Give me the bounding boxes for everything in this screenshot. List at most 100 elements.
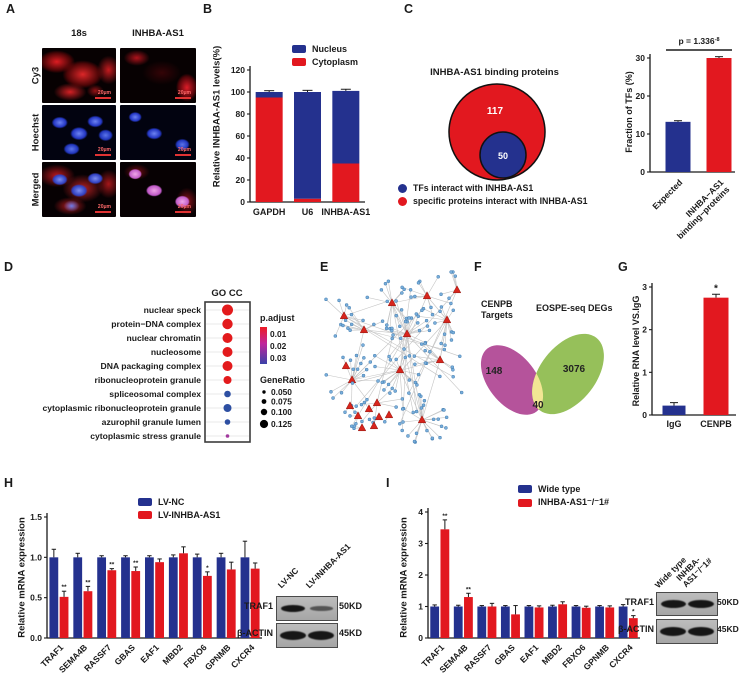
target-node	[412, 439, 417, 444]
chart-text: cytoplasmic ribonucleoprotein granule	[42, 403, 201, 413]
chart-text: 0	[642, 410, 647, 420]
legend-label: LV-INHBA-AS1	[158, 510, 221, 520]
target-node	[416, 281, 421, 285]
legend-item: Nucleus	[292, 44, 358, 54]
target-node	[343, 318, 348, 322]
blot-lane-label-line: LV-INHBA-AS1	[303, 541, 353, 591]
panel-label-a: A	[6, 2, 16, 16]
bar	[511, 614, 520, 638]
panel-label-h: H	[4, 476, 14, 490]
significance-marker: **	[109, 562, 115, 569]
target-node	[339, 391, 344, 395]
tf-hub-node	[364, 404, 374, 413]
network-edges	[325, 271, 462, 443]
tf-hub-node	[374, 412, 384, 421]
chart-text: 3	[418, 539, 423, 549]
edge	[406, 325, 428, 335]
scale-bar	[95, 211, 111, 213]
edge	[388, 281, 393, 304]
target-node	[451, 375, 455, 379]
target-node	[394, 299, 398, 303]
target-node	[341, 323, 345, 328]
target-node	[429, 305, 433, 310]
bar	[500, 606, 510, 638]
scale-bar	[175, 154, 191, 156]
left-set-line1: CENPB	[481, 299, 513, 309]
go-term-dot	[222, 347, 233, 357]
target-node	[361, 318, 365, 323]
edge	[421, 418, 439, 421]
blot-band	[308, 631, 334, 640]
target-node	[329, 390, 333, 394]
bar	[595, 606, 604, 638]
bar	[534, 607, 544, 638]
target-node	[408, 288, 413, 292]
edge	[351, 369, 401, 381]
significance-marker: **	[133, 560, 139, 567]
target-node	[388, 358, 393, 362]
edge	[376, 402, 397, 408]
target-node	[343, 410, 347, 414]
target-node	[423, 341, 427, 346]
edge	[406, 333, 462, 393]
target-node	[390, 329, 394, 333]
bar	[73, 557, 83, 638]
chart-text: GPNMB	[581, 642, 611, 672]
tf-hub-node	[372, 398, 382, 407]
target-node	[420, 342, 424, 346]
blot-lane-label: LV-INHBA-AS1	[303, 541, 353, 591]
target-node	[422, 399, 427, 403]
legend-swatch	[292, 58, 306, 66]
target-node	[344, 303, 349, 307]
chart-text: protein−DNA complex	[111, 319, 201, 329]
target-node	[341, 355, 345, 360]
chart-text: 10	[636, 129, 646, 139]
bar	[216, 557, 226, 638]
target-node	[438, 309, 442, 314]
target-node	[414, 409, 419, 414]
target-node	[394, 357, 398, 362]
bar	[487, 606, 497, 638]
target-node	[427, 328, 432, 333]
chart-text: CENPB	[700, 419, 732, 429]
bar	[618, 606, 628, 638]
target-node	[451, 308, 455, 312]
panel-g-chart: 0 1 2 3 IgG * CENPB	[642, 282, 736, 429]
target-node	[354, 404, 358, 408]
chart-text: 0	[240, 197, 245, 207]
chart-text: 100	[231, 87, 245, 97]
target-node	[407, 391, 411, 395]
target-node	[386, 382, 391, 387]
bar	[192, 557, 202, 638]
bar	[706, 58, 732, 172]
chart-text: RASSF7	[82, 642, 113, 673]
target-node	[421, 403, 426, 407]
bar	[168, 557, 178, 638]
significance-marker: *	[206, 565, 209, 572]
target-node	[350, 322, 354, 327]
edge	[450, 271, 458, 291]
bar	[703, 297, 729, 415]
target-node	[431, 417, 436, 421]
edge	[399, 369, 403, 409]
chart-text: ribonucleoprotein granule	[95, 375, 202, 385]
venn-overlap-count: 40	[532, 400, 544, 411]
panel-f-venn: 148 3076 40	[480, 333, 604, 415]
micrograph-hoechst-inhba: 20μm	[120, 105, 196, 160]
target-node	[439, 292, 443, 296]
target-node	[430, 436, 435, 440]
chart-text: GAPDH	[253, 207, 286, 217]
tf-hub-node	[359, 325, 369, 334]
bar	[571, 606, 581, 638]
significance-marker: **	[62, 584, 68, 591]
inner-circle-tfs	[479, 131, 527, 179]
tf-hub-node	[395, 365, 405, 374]
target-node	[385, 299, 389, 304]
target-node	[407, 354, 412, 358]
target-node	[406, 434, 410, 438]
target-node	[417, 328, 422, 333]
target-node	[449, 301, 453, 306]
edge	[391, 328, 408, 335]
legend-swatch	[398, 183, 407, 193]
